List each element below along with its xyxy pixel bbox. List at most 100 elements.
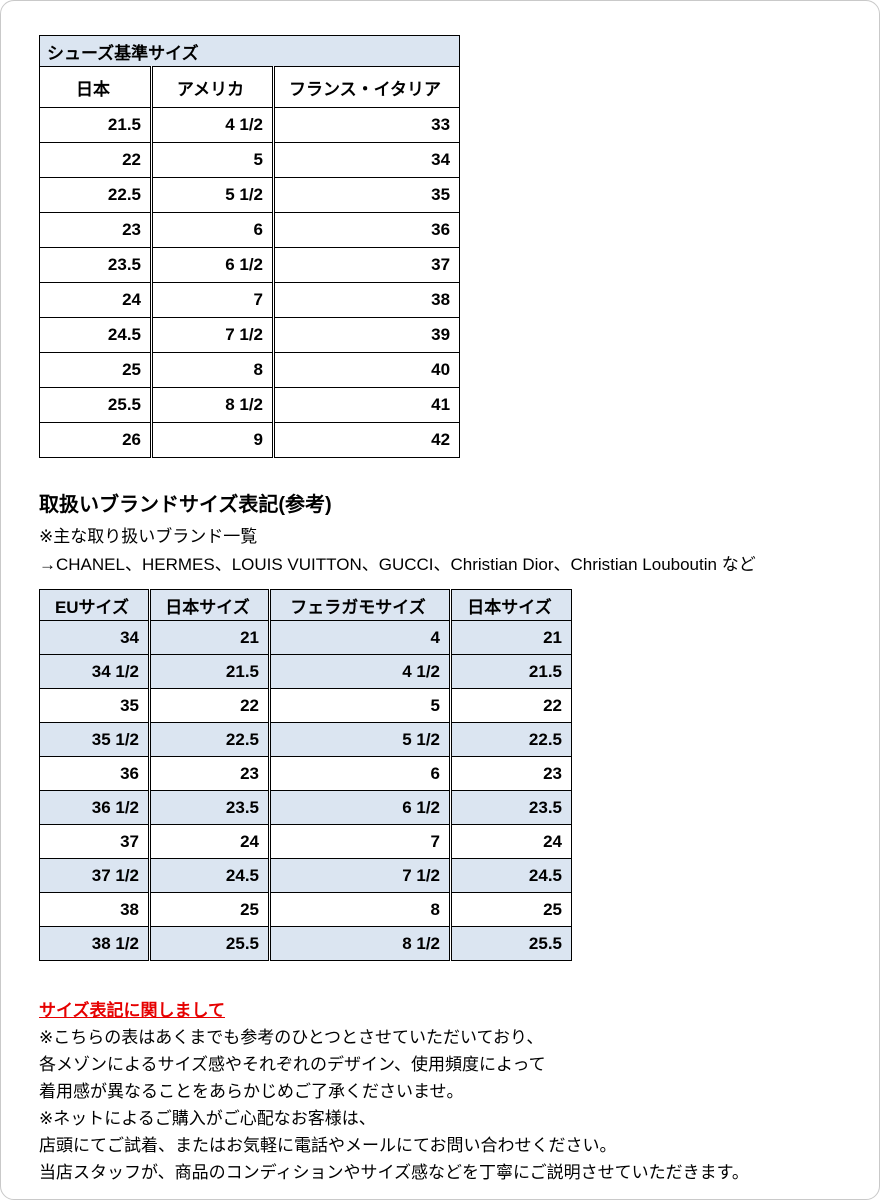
- size-cell: 7: [268, 824, 451, 859]
- size-notice-section: サイズ表記に関しまして ※こちらの表はあくまでも参考のひとつとさせていただいてお…: [39, 997, 849, 1186]
- size-cell: 24: [449, 824, 572, 859]
- table-row: 22.5 5 1/2 35: [39, 177, 461, 213]
- brand-size-table: EUサイズ 日本サイズ フェラガモサイズ 日本サイズ 34 21 4 21 34 1/2…: [39, 589, 572, 961]
- table-row: 26 9 42: [39, 422, 461, 458]
- brand-list: →CHANEL、HERMES、LOUIS VUITTON、GUCCI、Chris…: [39, 555, 756, 574]
- table-row: 24 7 38: [39, 282, 461, 318]
- size-cell: 35 1/2: [39, 722, 150, 757]
- size-cell: 7 1/2: [268, 858, 451, 893]
- size-cell: 38 1/2: [39, 926, 150, 961]
- notice-line: ※ネットによるご購入がご心配なお客様は、: [39, 1109, 376, 1128]
- size-cell: 24: [148, 824, 270, 859]
- size-cell: 37: [39, 824, 150, 859]
- size-cell: 4: [268, 620, 451, 655]
- size-cell: 21.5: [39, 107, 152, 143]
- size-cell: 6: [268, 756, 451, 791]
- table-row: 37 24 7 24: [39, 824, 572, 859]
- size-cell: 41: [271, 387, 461, 423]
- size-cell: 39: [271, 317, 461, 353]
- size-cell: 6: [150, 212, 274, 248]
- standard-size-table-title: シューズ基準サイズ: [38, 35, 461, 67]
- table-row: 35 22 5 22: [39, 688, 572, 723]
- size-cell: 26: [39, 422, 152, 458]
- column-header-japan: 日本: [39, 66, 152, 108]
- notice-line: ※こちらの表はあくまでも参考のひとつとさせていただいており、: [39, 1028, 544, 1047]
- size-cell: 25: [39, 352, 152, 388]
- table-row: 24.5 7 1/2 39: [39, 317, 461, 353]
- size-cell: 23.5: [148, 790, 270, 825]
- size-cell: 25.5: [148, 926, 270, 961]
- size-cell: 22: [148, 688, 270, 723]
- table-row: 34 21 4 21: [39, 620, 572, 655]
- table-row: 34 1/2 21.5 4 1/2 21.5: [39, 654, 572, 689]
- size-cell: 7 1/2: [150, 317, 274, 353]
- table-row: 35 1/2 22.5 5 1/2 22.5: [39, 722, 572, 757]
- size-cell: 34: [39, 620, 150, 655]
- table-row: 21.5 4 1/2 33: [39, 107, 461, 143]
- size-cell: 36: [271, 212, 461, 248]
- size-cell: 25: [449, 892, 572, 927]
- size-cell: 24.5: [39, 317, 152, 353]
- size-cell: 36: [39, 756, 150, 791]
- size-cell: 8: [268, 892, 451, 927]
- size-cell: 22: [39, 142, 152, 178]
- size-cell: 40: [271, 352, 461, 388]
- size-cell: 22.5: [449, 722, 572, 757]
- size-cell: 22.5: [39, 177, 152, 213]
- size-cell: 8 1/2: [150, 387, 274, 423]
- table-row: 25.5 8 1/2 41: [39, 387, 461, 423]
- column-header-france-italy: フランス・イタリア: [271, 66, 461, 108]
- column-header-ferragamo-size: フェラガモサイズ: [268, 589, 451, 621]
- column-header-eu-size: EUサイズ: [39, 589, 150, 621]
- size-cell: 24: [39, 282, 152, 318]
- size-cell: 25: [148, 892, 270, 927]
- notice-line: 店頭にてご試着、またはお気軽に電話やメールにてお問い合わせください。: [39, 1136, 617, 1155]
- size-cell: 25.5: [449, 926, 572, 961]
- size-cell: 6 1/2: [268, 790, 451, 825]
- standard-size-table-title-row: シューズ基準サイズ: [38, 35, 461, 67]
- size-cell: 22.5: [148, 722, 270, 757]
- size-cell: 35: [271, 177, 461, 213]
- column-header-japan-size-1: 日本サイズ: [148, 589, 270, 621]
- size-cell: 7: [150, 282, 274, 318]
- notice-line: 当店スタッフが、商品のコンディションやサイズ感などを丁寧にご説明させていただきま…: [39, 1163, 749, 1182]
- size-cell: 24.5: [449, 858, 572, 893]
- size-cell: 23: [449, 756, 572, 791]
- table-row: 36 1/2 23.5 6 1/2 23.5: [39, 790, 572, 825]
- size-cell: 38: [271, 282, 461, 318]
- size-cell: 21.5: [148, 654, 270, 689]
- size-cell: 5: [150, 142, 274, 178]
- size-cell: 23: [148, 756, 270, 791]
- notice-line: 着用感が異なることをあらかじめご了承くださいませ。: [39, 1082, 464, 1101]
- size-cell: 37 1/2: [39, 858, 150, 893]
- brand-list-note: ※主な取り扱いブランド一覧: [39, 527, 258, 546]
- size-cell: 34 1/2: [39, 654, 150, 689]
- size-cell: 34: [271, 142, 461, 178]
- size-cell: 5: [268, 688, 451, 723]
- size-cell: 8 1/2: [268, 926, 451, 961]
- standard-size-table-header-row: 日本 アメリカ フランス・イタリア: [39, 66, 461, 108]
- table-row: 23 6 36: [39, 212, 461, 248]
- table-row: 23.5 6 1/2 37: [39, 247, 461, 283]
- size-cell: 38: [39, 892, 150, 927]
- table-row: 36 23 6 23: [39, 756, 572, 791]
- size-cell: 25.5: [39, 387, 152, 423]
- table-row: 37 1/2 24.5 7 1/2 24.5: [39, 858, 572, 893]
- column-header-japan-size-2: 日本サイズ: [449, 589, 572, 621]
- notice-line: 各メゾンによるサイズ感やそれぞれのデザイン、使用頻度によって: [39, 1055, 546, 1074]
- size-cell: 23.5: [39, 247, 152, 283]
- size-cell: 21: [148, 620, 270, 655]
- size-cell: 22: [449, 688, 572, 723]
- column-header-america: アメリカ: [150, 66, 274, 108]
- size-cell: 9: [150, 422, 274, 458]
- size-cell: 4 1/2: [150, 107, 274, 143]
- size-cell: 42: [271, 422, 461, 458]
- size-cell: 23.5: [449, 790, 572, 825]
- standard-size-table: シューズ基準サイズ 日本 アメリカ フランス・イタリア 21.5 4 1/2 33 2…: [38, 35, 461, 458]
- size-cell: 6 1/2: [150, 247, 274, 283]
- table-row: 38 25 8 25: [39, 892, 572, 927]
- size-cell: 24.5: [148, 858, 270, 893]
- size-cell: 4 1/2: [268, 654, 451, 689]
- size-cell: 5 1/2: [150, 177, 274, 213]
